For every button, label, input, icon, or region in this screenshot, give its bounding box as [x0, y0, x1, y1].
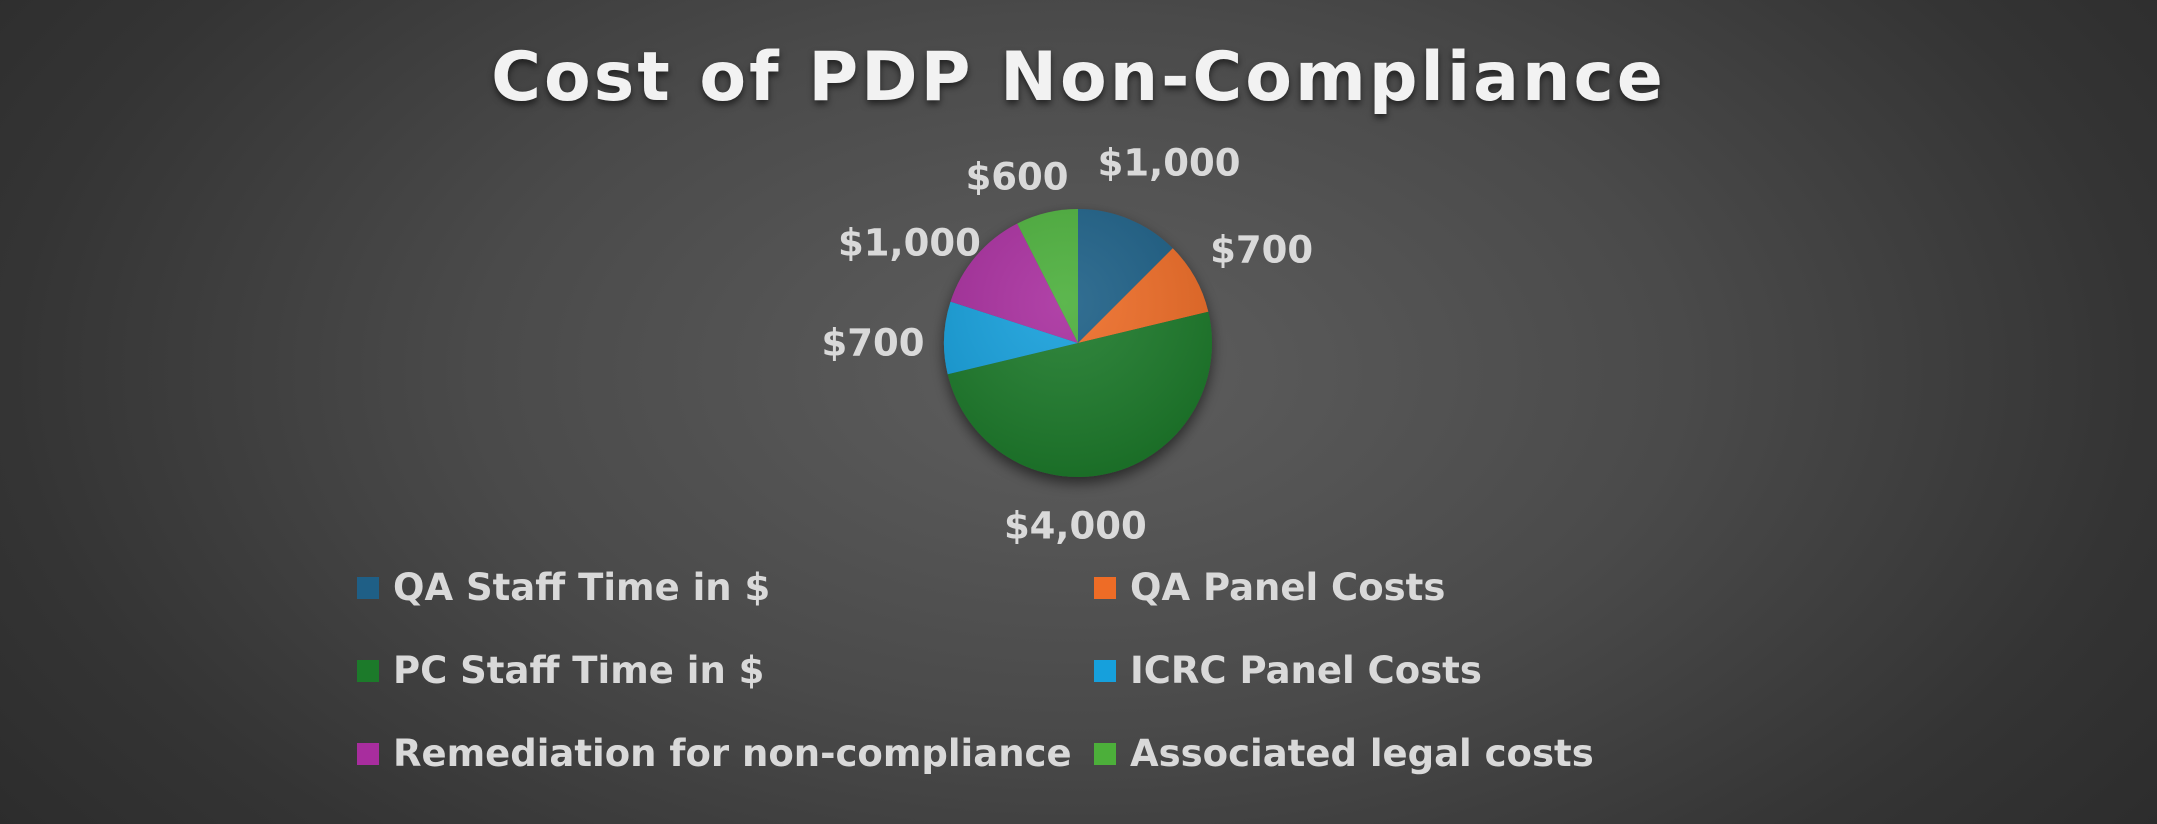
legend-item-6: Associated legal costs — [1094, 732, 1594, 775]
legend-swatch — [357, 659, 379, 682]
legend-item-1: QA Staff Time in $ — [357, 566, 770, 609]
legend-label: Remediation for non-compliance — [393, 732, 1072, 775]
data-label-4: $700 — [822, 322, 925, 365]
legend-label: ICRC Panel Costs — [1130, 649, 1482, 692]
data-label-5: $1,000 — [838, 221, 981, 264]
legend-label: QA Panel Costs — [1130, 566, 1446, 609]
legend-item-3: PC Staff Time in $ — [357, 649, 764, 692]
legend-swatch — [1094, 576, 1116, 599]
chart-title: Cost of PDP Non-Compliance — [491, 38, 1666, 117]
legend-item-2: QA Panel Costs — [1094, 566, 1445, 609]
legend-label: Associated legal costs — [1130, 732, 1594, 775]
pie-chart: $1,000 $700 $4,000 $700 $1,000 $600 — [822, 141, 1314, 547]
pie-slices — [944, 209, 1212, 477]
legend-swatch — [1094, 659, 1116, 682]
legend-swatch — [357, 742, 379, 765]
legend-item-4: ICRC Panel Costs — [1094, 649, 1482, 692]
legend-label: PC Staff Time in $ — [393, 649, 765, 692]
legend-item-5: Remediation for non-compliance — [357, 732, 1072, 775]
data-label-1: $1,000 — [1098, 141, 1241, 184]
legend-label: QA Staff Time in $ — [393, 566, 771, 609]
pie-data-labels: $1,000 $700 $4,000 $700 $1,000 $600 — [822, 141, 1314, 547]
legend-swatch — [1094, 742, 1116, 765]
legend-swatch — [357, 576, 379, 599]
data-label-3: $4,000 — [1004, 504, 1147, 547]
data-label-2: $700 — [1210, 228, 1313, 271]
data-label-6: $600 — [966, 155, 1069, 198]
